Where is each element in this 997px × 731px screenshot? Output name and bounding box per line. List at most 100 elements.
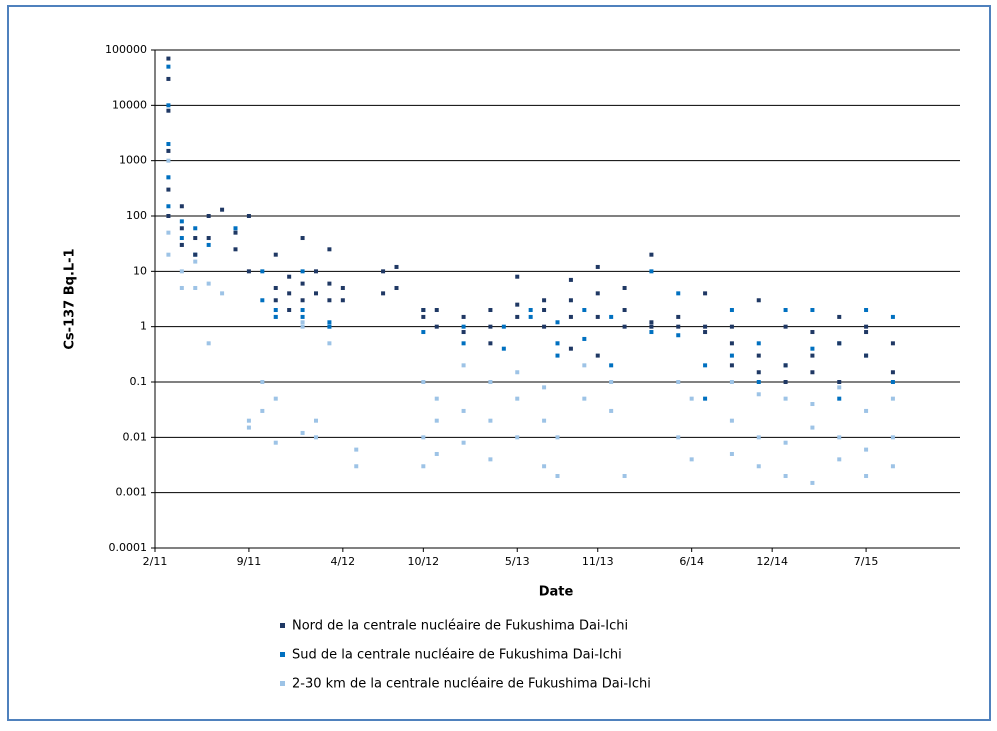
data-point: [273, 285, 278, 290]
data-point: [166, 187, 171, 192]
x-tick-label: 7/15: [854, 555, 879, 568]
x-tick-label: 4/12: [330, 555, 355, 568]
data-point: [542, 385, 547, 390]
data-point: [890, 314, 895, 319]
data-point: [246, 214, 251, 218]
y-tick-label: 0.01: [123, 430, 148, 443]
data-point: [756, 341, 761, 346]
data-point: [649, 269, 654, 274]
data-point: [166, 204, 171, 209]
data-point: [568, 346, 573, 351]
data-point: [555, 320, 560, 325]
data-point: [542, 464, 547, 469]
data-point: [273, 396, 278, 401]
data-point: [461, 324, 466, 329]
data-point: [220, 291, 225, 296]
data-point: [810, 346, 815, 351]
data-point: [166, 56, 171, 61]
x-tick-label: 12/14: [756, 555, 788, 568]
y-tick-label: 1000: [119, 154, 147, 167]
data-point: [327, 341, 332, 346]
data-point: [166, 64, 171, 69]
data-point: [206, 341, 211, 346]
data-point: [314, 269, 318, 274]
data-point: [783, 396, 788, 401]
data-point: [729, 418, 734, 423]
data-point: [595, 264, 600, 269]
data-point: [890, 370, 895, 375]
data-point: [300, 320, 305, 325]
data-point: [582, 308, 587, 313]
data-point: [166, 214, 171, 218]
data-point: [179, 236, 184, 241]
data-point: [327, 281, 332, 286]
data-point: [783, 440, 788, 445]
data-point: [287, 291, 292, 296]
data-point: [864, 447, 869, 452]
data-point: [220, 207, 225, 212]
data-point: [179, 269, 184, 274]
data-point: [193, 285, 198, 290]
data-point: [260, 380, 265, 384]
data-point: [542, 298, 547, 303]
data-point: [166, 158, 171, 163]
data-point: [622, 474, 627, 479]
data-point: [488, 341, 493, 346]
data-point: [810, 353, 815, 358]
data-point: [729, 324, 734, 329]
data-point: [461, 330, 466, 335]
data-point: [166, 252, 171, 257]
data-point: [381, 291, 386, 296]
data-point: [394, 285, 399, 290]
data-point: [783, 474, 788, 479]
data-point: [810, 308, 815, 313]
y-tick-label: 10: [133, 264, 147, 277]
legend-marker: [280, 652, 285, 657]
data-point: [515, 302, 520, 307]
data-point: [756, 370, 761, 375]
data-point: [246, 425, 251, 430]
data-point: [461, 408, 466, 413]
data-point: [327, 298, 332, 303]
data-point: [555, 474, 560, 479]
data-point: [233, 230, 238, 235]
data-point: [729, 451, 734, 456]
data-point: [542, 418, 547, 423]
data-point: [300, 314, 305, 319]
data-point: [166, 76, 171, 81]
data-point: [810, 425, 815, 430]
data-point: [166, 103, 171, 108]
data-point: [810, 330, 815, 335]
legend-text: Nord de la centrale nucléaire de Fukushi…: [292, 619, 628, 634]
data-point: [756, 380, 761, 384]
data-point: [595, 291, 600, 296]
data-point: [756, 392, 761, 397]
data-point: [515, 370, 520, 375]
data-point: [206, 214, 211, 218]
data-point: [260, 298, 265, 303]
data-point: [676, 314, 681, 319]
data-point: [461, 363, 466, 368]
data-point: [609, 363, 614, 368]
data-point: [810, 370, 815, 375]
data-point: [273, 308, 278, 313]
data-point: [703, 330, 708, 335]
data-point: [582, 363, 587, 368]
data-point: [676, 435, 681, 440]
data-point: [300, 308, 305, 313]
data-point: [327, 320, 332, 325]
data-point: [273, 252, 278, 257]
data-point: [756, 435, 761, 440]
data-point: [434, 308, 439, 313]
data-point: [783, 363, 788, 368]
data-point: [179, 219, 184, 224]
data-point: [179, 226, 184, 231]
data-point: [864, 353, 869, 358]
data-point: [568, 314, 573, 319]
data-point: [246, 269, 251, 274]
data-point: [488, 324, 493, 329]
data-point: [703, 291, 708, 296]
data-point: [166, 142, 171, 147]
data-point: [421, 308, 426, 313]
